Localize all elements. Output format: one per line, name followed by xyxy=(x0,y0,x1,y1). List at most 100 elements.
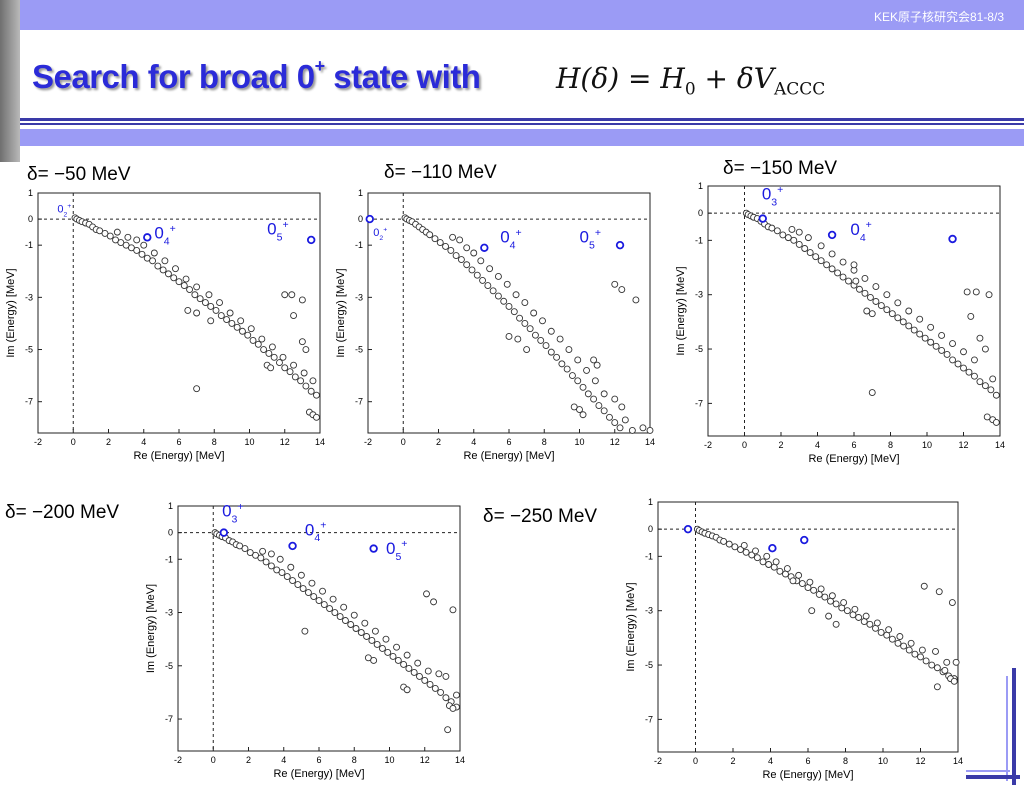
resonance-point xyxy=(632,296,640,304)
resonance-point xyxy=(752,547,759,555)
resonance-point xyxy=(933,664,941,672)
resonance-point xyxy=(862,612,870,620)
resonance-point xyxy=(832,600,840,608)
x-tick-label: 4 xyxy=(281,755,286,765)
resonance-point xyxy=(226,309,234,317)
highlight-state-point xyxy=(683,524,693,534)
x-tick-label: 4 xyxy=(471,437,476,447)
delta-label-5: δ= −250 MeV xyxy=(483,506,598,527)
resonance-point xyxy=(241,545,249,553)
x-axis-label: Re (Energy) [MeV] xyxy=(808,453,899,465)
x-tick-label: 10 xyxy=(922,440,932,450)
x-tick-label: 6 xyxy=(805,756,810,766)
resonance-point xyxy=(205,291,213,299)
resonance-point xyxy=(308,579,316,587)
resonance-point xyxy=(193,309,201,317)
resonance-point xyxy=(776,567,784,575)
resonance-point xyxy=(539,317,546,325)
resonance-point xyxy=(510,308,518,316)
state-label: 04+ xyxy=(305,519,326,544)
resonance-point xyxy=(779,231,787,239)
resonance-point xyxy=(477,257,485,265)
resonance-point xyxy=(400,661,408,668)
resonance-point xyxy=(920,582,928,590)
highlight-state-point xyxy=(758,214,767,223)
resonance-point xyxy=(531,331,539,339)
resonance-point xyxy=(983,413,991,421)
resonance-point xyxy=(523,346,531,353)
resonance-point xyxy=(286,368,294,376)
state-label: 02+ xyxy=(373,227,387,242)
resonance-point xyxy=(828,265,836,273)
resonance-point xyxy=(304,589,312,596)
resonance-point xyxy=(872,283,880,290)
resonance-point xyxy=(307,387,315,395)
resonance-point xyxy=(463,244,471,252)
resonance-point xyxy=(521,319,529,327)
resonance-point xyxy=(868,389,876,396)
resonance-point xyxy=(885,626,893,634)
resonance-point xyxy=(249,336,257,344)
y-tick-label: -7 xyxy=(645,714,653,724)
slide-title: Search for broad 0+ state with xyxy=(32,56,481,96)
resonance-point xyxy=(364,654,372,662)
x-tick-label: 14 xyxy=(645,437,655,447)
top-accent-bar xyxy=(0,0,1024,30)
y-tick-label: 1 xyxy=(358,188,363,198)
resonance-point xyxy=(530,309,538,317)
resonance-point xyxy=(537,336,545,344)
title-text-2: state with xyxy=(324,58,481,95)
x-tick-label: 0 xyxy=(742,440,747,450)
resonance-point xyxy=(989,375,997,383)
resonance-point xyxy=(907,639,915,647)
resonance-point xyxy=(976,334,984,342)
resonance-point xyxy=(784,234,792,242)
resonance-point xyxy=(164,270,172,278)
y-tick-label: 0 xyxy=(698,208,703,218)
title-sup: + xyxy=(314,56,326,76)
x-tick-label: 6 xyxy=(316,755,321,765)
scatter-plot-3: -2 0 2 4 6 8 10 12 14 1 0 -1 -3 -5 -7 Re (Energy) [MeV]… xyxy=(670,178,1010,465)
resonance-point xyxy=(943,351,951,358)
corner-deco-horizontal xyxy=(966,775,1020,779)
resonance-point xyxy=(470,249,478,257)
resonance-point xyxy=(149,257,157,265)
resonance-point xyxy=(216,299,223,307)
x-tick-label: 4 xyxy=(815,440,820,450)
resonance-point xyxy=(948,599,956,606)
resonance-point xyxy=(436,239,444,247)
resonance-point xyxy=(150,249,158,257)
resonance-point xyxy=(927,323,935,331)
x-tick-label: 10 xyxy=(574,437,584,447)
resonance-point xyxy=(228,319,236,327)
resonance-point xyxy=(894,299,902,307)
resonance-point xyxy=(590,356,598,364)
resonance-point xyxy=(861,274,869,282)
resonance-point xyxy=(808,607,816,615)
resonance-point xyxy=(563,365,571,373)
resonance-point xyxy=(579,411,587,419)
resonance-point xyxy=(556,335,564,343)
resonance-point xyxy=(297,571,305,579)
y-tick-label: -3 xyxy=(165,608,173,618)
delta-label-4: δ= −200 MeV xyxy=(5,502,120,523)
resonance-point xyxy=(850,261,858,269)
highlight-state-point xyxy=(365,214,374,224)
y-tick-label: 0 xyxy=(358,214,363,224)
x-axis-label: Re (Energy) [MeV] xyxy=(133,450,224,462)
resonance-point xyxy=(843,607,851,615)
resonance-point xyxy=(894,314,902,322)
resonance-point xyxy=(950,677,958,685)
x-tick-label: 10 xyxy=(384,755,394,765)
resonance-point xyxy=(863,307,871,315)
resonance-point xyxy=(600,407,608,415)
resonance-point xyxy=(289,577,297,585)
resonance-point xyxy=(457,256,465,263)
highlight-state-point xyxy=(219,528,229,537)
x-axis-label: Re (Energy) [MeV] xyxy=(762,769,853,781)
resonance-point xyxy=(140,241,148,249)
resonance-point xyxy=(270,353,278,361)
resonance-point xyxy=(595,402,603,410)
x-tick-label: 4 xyxy=(141,437,146,447)
